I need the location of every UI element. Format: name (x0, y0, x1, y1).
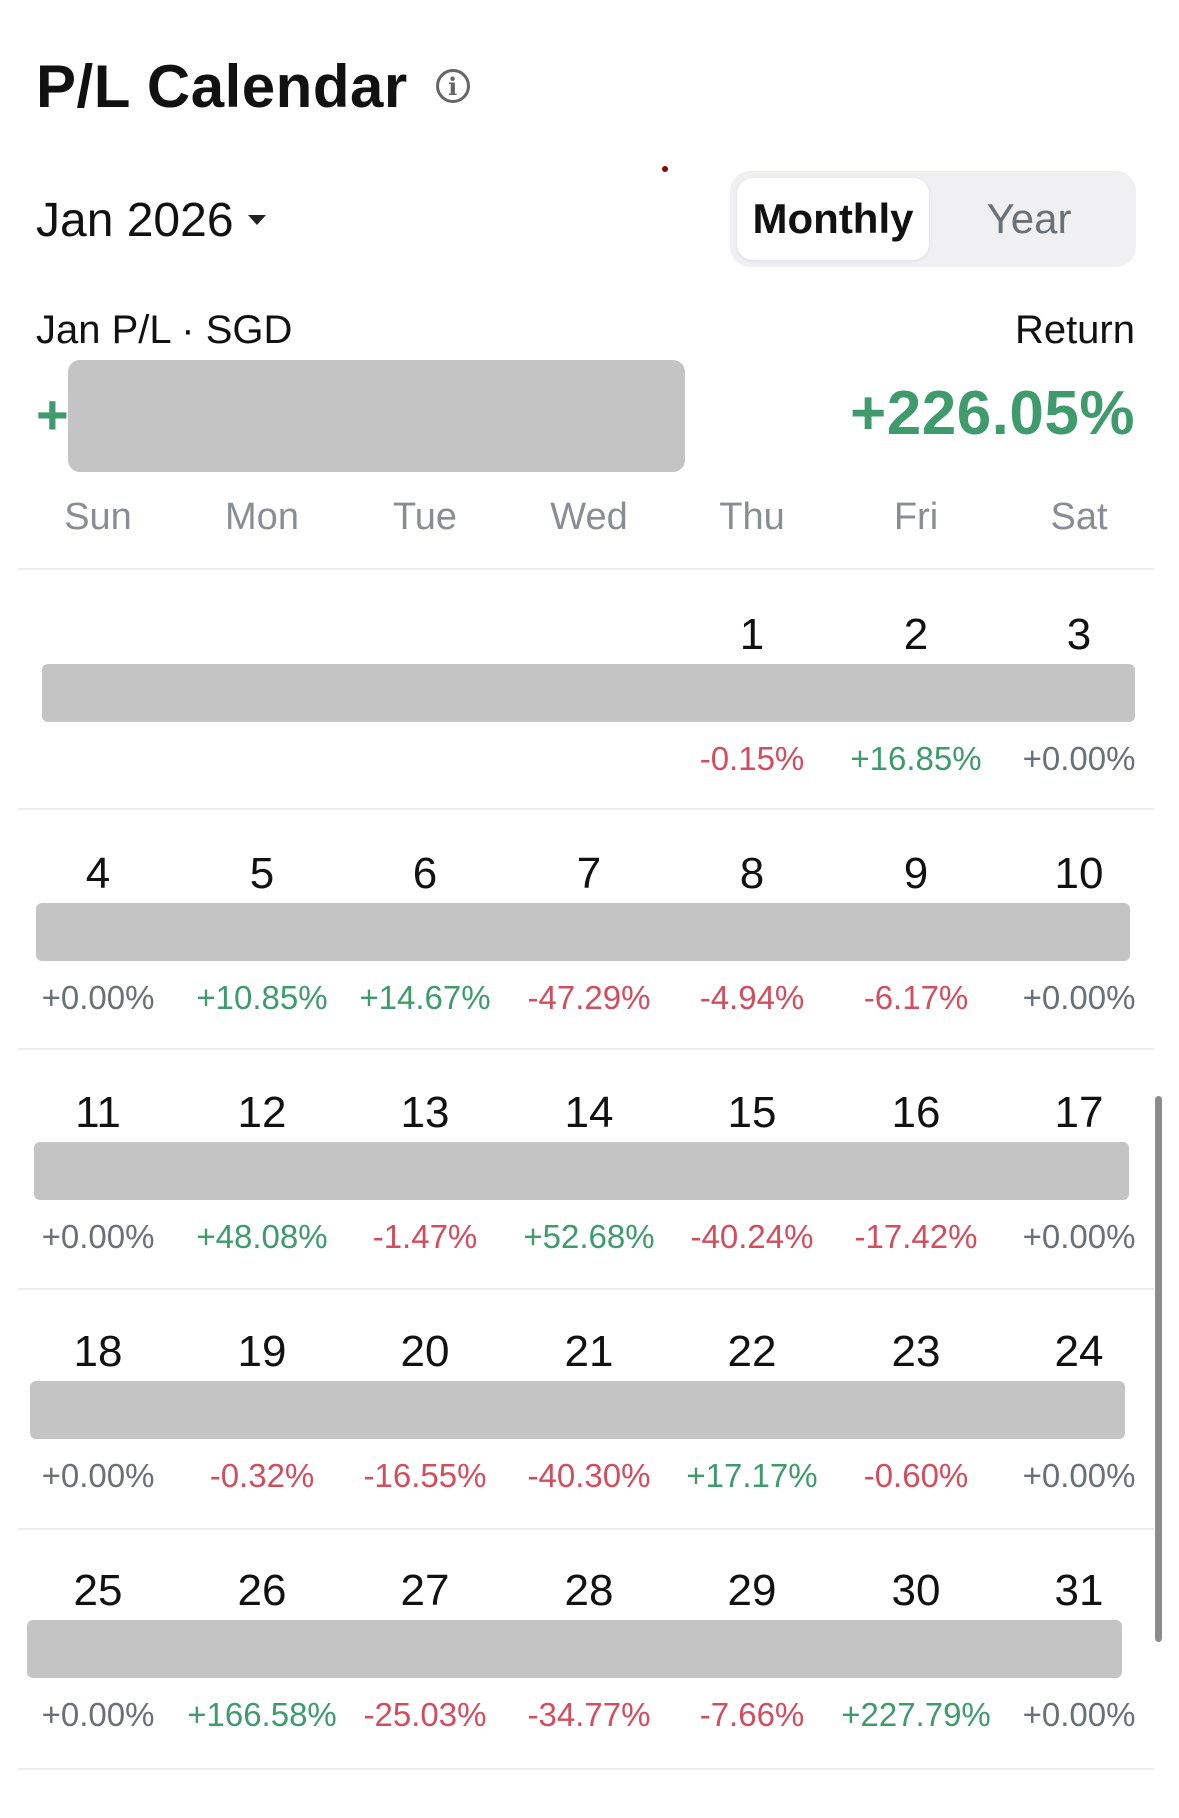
row-divider (18, 1288, 1154, 1290)
day-return-pct: +0.00% (1022, 1218, 1136, 1255)
weekday-header: Sun Mon Tue Wed Thu Fri Sat (0, 496, 1179, 546)
day-return-pct: -4.94% (699, 979, 805, 1016)
weekday-tue: Tue (392, 496, 458, 538)
row-divider (18, 1048, 1154, 1050)
day-return-pct: -1.47% (372, 1218, 478, 1255)
day-return-pct: +0.00% (1022, 979, 1136, 1016)
day-return-pct: -40.30% (527, 1457, 651, 1494)
day-number: 4 (85, 849, 111, 898)
day-number: 7 (576, 849, 602, 898)
redacted-daily-amounts (42, 664, 1135, 722)
day-return-pct: +14.67% (359, 979, 491, 1016)
caret-down-icon (247, 215, 266, 225)
pl-sign: + (36, 383, 69, 446)
day-number: 28 (564, 1566, 614, 1615)
tab-year[interactable]: Year (986, 195, 1072, 242)
weekday-fri: Fri (893, 496, 939, 538)
day-return-pct: +0.00% (1022, 1457, 1136, 1494)
day-number: 17 (1054, 1088, 1104, 1137)
day-number: 6 (412, 849, 438, 898)
day-return-pct: +0.00% (1022, 1696, 1136, 1733)
scrollbar[interactable] (1155, 1096, 1162, 1642)
return-value: +226.05% (850, 379, 1135, 448)
day-number: 19 (237, 1327, 287, 1376)
day-return-pct: +0.00% (41, 1457, 155, 1494)
row-divider (18, 808, 1154, 810)
day-return-pct: +0.00% (41, 979, 155, 1016)
day-number: 29 (727, 1566, 777, 1615)
day-return-pct: +166.58% (187, 1696, 337, 1733)
page-title: P/L Calendar (36, 52, 408, 120)
day-number: 10 (1054, 849, 1104, 898)
day-return-pct: +0.00% (1022, 740, 1136, 777)
day-return-pct: -0.60% (863, 1457, 969, 1494)
day-number: 13 (400, 1088, 450, 1137)
redacted-pl-amount (68, 360, 685, 472)
day-return-pct: -16.55% (363, 1457, 487, 1494)
row-divider (18, 1768, 1154, 1770)
day-return-pct: +17.17% (686, 1457, 818, 1494)
day-return-pct: +52.68% (523, 1218, 655, 1255)
view-toggle: Monthly Year (730, 171, 1136, 267)
day-return-pct: +16.85% (850, 740, 982, 777)
month-picker-label: Jan 2026 (36, 193, 234, 247)
month-picker[interactable]: Jan 2026 (36, 190, 266, 250)
row-divider (18, 1528, 1154, 1530)
day-number: 26 (237, 1566, 287, 1615)
day-return-pct: +10.85% (196, 979, 328, 1016)
day-number: 1 (739, 610, 765, 659)
day-return-pct: -0.15% (699, 740, 805, 777)
day-number: 16 (891, 1088, 941, 1137)
day-return-pct: +227.79% (841, 1696, 991, 1733)
day-number: 14 (564, 1088, 614, 1137)
redacted-daily-amounts (36, 903, 1130, 961)
redacted-daily-amounts (34, 1142, 1129, 1200)
day-return-pct: -7.66% (699, 1696, 805, 1733)
weekday-wed: Wed (550, 496, 628, 538)
day-number: 31 (1054, 1566, 1104, 1615)
day-return-pct: -17.42% (854, 1218, 978, 1255)
day-number: 8 (739, 849, 765, 898)
weekday-thu: Thu (719, 496, 785, 538)
day-number: 22 (727, 1327, 777, 1376)
day-number: 2 (903, 610, 929, 659)
decorative-dot (662, 166, 668, 172)
row-divider (18, 568, 1154, 570)
tab-monthly[interactable]: Monthly (737, 178, 929, 260)
day-number: 27 (400, 1566, 450, 1615)
weekday-sat: Sat (1050, 496, 1108, 538)
day-number: 20 (400, 1327, 450, 1376)
info-icon[interactable]: i (435, 69, 470, 103)
day-return-pct: -25.03% (363, 1696, 487, 1733)
day-return-pct: -6.17% (863, 979, 969, 1016)
day-return-pct: -40.24% (690, 1218, 814, 1255)
day-number: 24 (1054, 1327, 1104, 1376)
day-number: 9 (903, 849, 929, 898)
day-return-pct: +48.08% (196, 1218, 328, 1255)
day-number: 15 (727, 1088, 777, 1137)
day-return-pct: -0.32% (209, 1457, 315, 1494)
day-number: 11 (75, 1088, 121, 1137)
page-header: P/L Calendar i (36, 46, 470, 126)
day-number: 5 (249, 849, 275, 898)
day-number: 18 (73, 1327, 123, 1376)
day-return-pct: +0.00% (41, 1218, 155, 1255)
day-number: 30 (891, 1566, 941, 1615)
day-number: 25 (73, 1566, 123, 1615)
weekday-sun: Sun (64, 496, 132, 538)
day-number: 12 (237, 1088, 287, 1137)
day-number: 21 (564, 1327, 614, 1376)
day-number: 3 (1066, 610, 1092, 659)
weekday-mon: Mon (225, 496, 299, 538)
redacted-daily-amounts (30, 1381, 1125, 1439)
day-return-pct: -47.29% (527, 979, 651, 1016)
day-return-pct: -34.77% (527, 1696, 651, 1733)
redacted-daily-amounts (27, 1620, 1122, 1678)
return-label: Return (1014, 308, 1135, 352)
pl-label: Jan P/L · SGD (36, 308, 293, 352)
day-number: 23 (891, 1327, 941, 1376)
day-return-pct: +0.00% (41, 1696, 155, 1733)
